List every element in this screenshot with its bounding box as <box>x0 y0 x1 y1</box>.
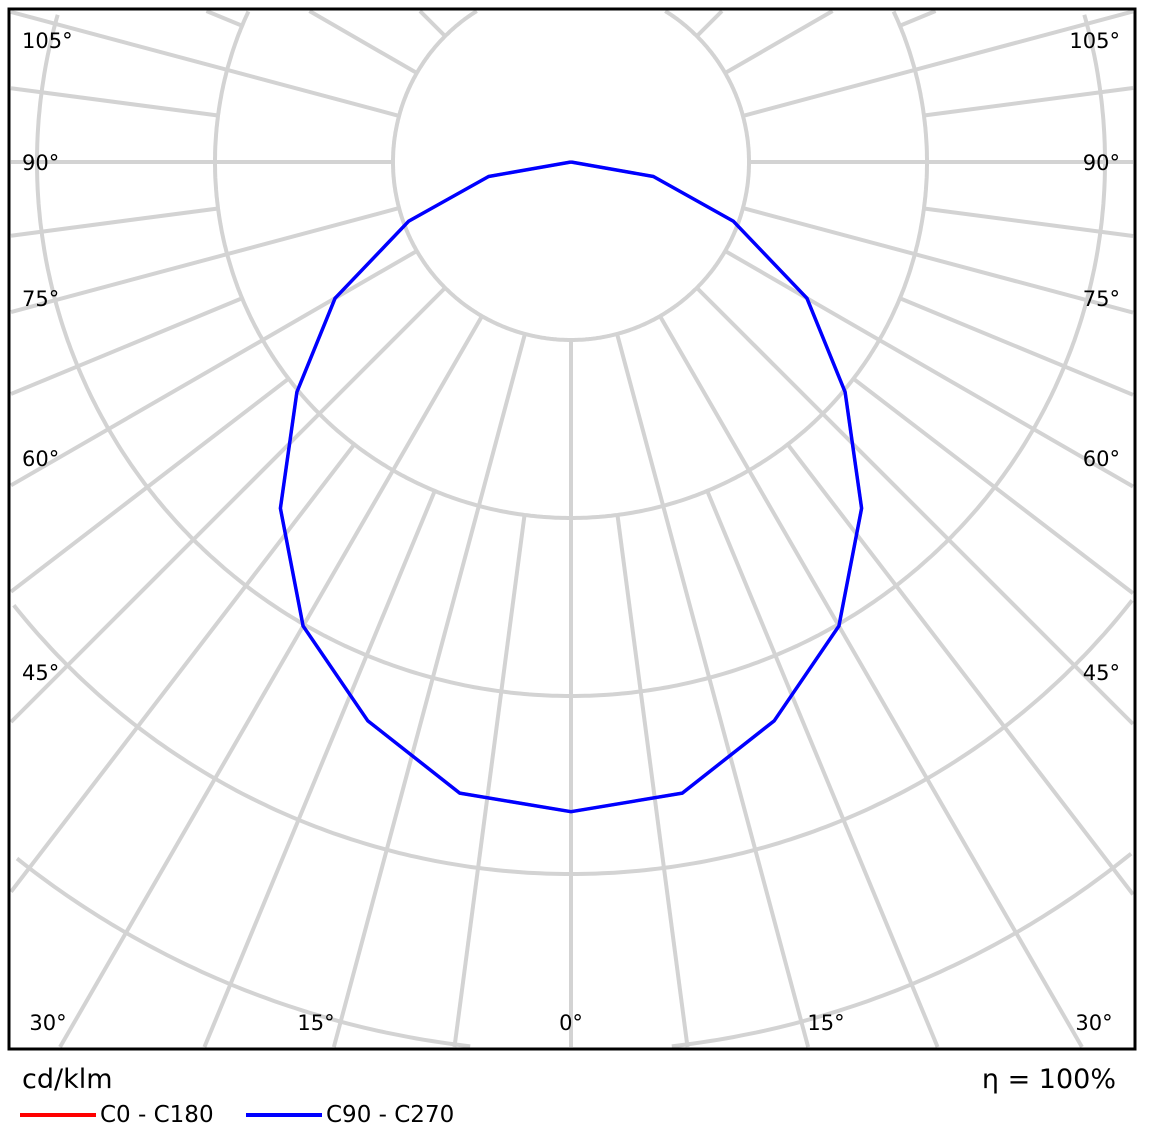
angle-tick-label: 60° <box>1083 447 1120 471</box>
angle-tick-label: 45° <box>22 661 59 685</box>
grid-ray <box>615 514 690 1048</box>
grid-ray <box>418 9 447 38</box>
legend-label: C0 - C180 <box>100 1102 214 1128</box>
grid-ray <box>695 9 724 38</box>
grid-ray <box>658 315 1084 1048</box>
grid-ray <box>308 9 418 75</box>
chart-frame <box>7 7 1137 1051</box>
angle-tick-label: 15° <box>807 1011 844 1035</box>
grid-ring <box>391 9 751 342</box>
legend-item-c90: C90 - C270 <box>246 1102 454 1128</box>
grid-ray <box>899 296 1134 397</box>
grid-ring <box>213 10 929 520</box>
angle-tick-label: 0° <box>559 1011 583 1035</box>
series-line-c90-c270 <box>278 160 864 814</box>
grid-ray <box>899 9 937 28</box>
grid-ray <box>205 9 243 28</box>
grid-ray <box>452 514 527 1048</box>
angle-tick-label: 105° <box>22 29 73 53</box>
grid-ray <box>615 333 811 1048</box>
legend-label: C90 - C270 <box>326 1102 455 1128</box>
angle-tick-label: 75° <box>22 287 59 311</box>
grid-ray <box>10 10 400 118</box>
grid-ray <box>10 296 243 396</box>
grid-ray <box>202 490 437 1048</box>
angle-tick-label: 75° <box>1083 287 1120 311</box>
grid-ray <box>705 490 940 1048</box>
angle-tick-label: 15° <box>297 1011 334 1035</box>
grid-ray <box>742 9 1134 118</box>
grid-ring <box>12 599 1134 876</box>
grid-ray <box>724 9 834 75</box>
grid-ray <box>9 377 290 594</box>
grid-ring <box>35 14 1107 698</box>
legend-swatch-red <box>20 1113 96 1117</box>
grid-ray <box>9 249 418 488</box>
grid-ray <box>724 249 1135 489</box>
grid-ray <box>10 86 219 118</box>
angle-tick-label: 60° <box>22 447 59 471</box>
grid-ray <box>58 315 484 1049</box>
grid-ray <box>742 206 1134 315</box>
angle-tick-label: 45° <box>1083 661 1120 685</box>
angle-tick-label: 90° <box>1083 151 1120 175</box>
grid-ray <box>9 286 447 724</box>
legend-swatch-blue <box>246 1113 322 1117</box>
grid-ray <box>10 206 219 238</box>
angle-tick-label: 30° <box>29 1011 66 1035</box>
angle-tick-label: 105° <box>1069 29 1120 53</box>
grid-ray <box>331 333 527 1048</box>
grid-ray <box>10 206 400 314</box>
plot-area <box>9 9 1135 1049</box>
angle-tick-label: 30° <box>1075 1011 1112 1035</box>
angle-tick-label: 90° <box>22 151 59 175</box>
efficiency-label: η = 100% <box>981 1064 1116 1095</box>
grid-ray <box>695 286 1135 726</box>
grid-ray <box>786 443 1135 896</box>
grid-ray <box>923 206 1134 238</box>
unit-label: cd/klm <box>22 1064 113 1095</box>
grid-ray <box>923 86 1134 118</box>
grid-ray <box>852 377 1135 595</box>
legend-item-c0: C0 - C180 <box>20 1102 214 1128</box>
grid-ray <box>9 443 356 894</box>
